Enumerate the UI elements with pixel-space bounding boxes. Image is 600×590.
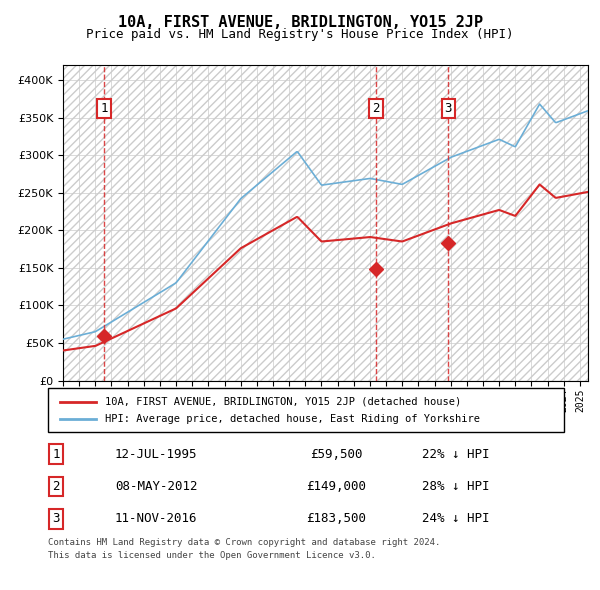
Text: 10A, FIRST AVENUE, BRIDLINGTON, YO15 2JP (detached house): 10A, FIRST AVENUE, BRIDLINGTON, YO15 2JP…	[105, 397, 461, 407]
Text: 24% ↓ HPI: 24% ↓ HPI	[422, 512, 490, 526]
Text: 3: 3	[52, 512, 59, 526]
Text: £183,500: £183,500	[306, 512, 366, 526]
Text: 1: 1	[100, 102, 107, 115]
Text: Price paid vs. HM Land Registry's House Price Index (HPI): Price paid vs. HM Land Registry's House …	[86, 28, 514, 41]
Text: 2: 2	[372, 102, 379, 115]
Text: 10A, FIRST AVENUE, BRIDLINGTON, YO15 2JP: 10A, FIRST AVENUE, BRIDLINGTON, YO15 2JP	[118, 15, 482, 30]
Text: 22% ↓ HPI: 22% ↓ HPI	[422, 447, 490, 461]
Text: HPI: Average price, detached house, East Riding of Yorkshire: HPI: Average price, detached house, East…	[105, 415, 480, 424]
Text: £149,000: £149,000	[306, 480, 366, 493]
Text: 08-MAY-2012: 08-MAY-2012	[115, 480, 197, 493]
Text: 11-NOV-2016: 11-NOV-2016	[115, 512, 197, 526]
Text: 28% ↓ HPI: 28% ↓ HPI	[422, 480, 490, 493]
Text: 1: 1	[52, 447, 59, 461]
Text: This data is licensed under the Open Government Licence v3.0.: This data is licensed under the Open Gov…	[48, 551, 376, 560]
Text: 12-JUL-1995: 12-JUL-1995	[115, 447, 197, 461]
Text: 2: 2	[52, 480, 59, 493]
Text: 3: 3	[445, 102, 452, 115]
Text: £59,500: £59,500	[310, 447, 362, 461]
Text: Contains HM Land Registry data © Crown copyright and database right 2024.: Contains HM Land Registry data © Crown c…	[48, 538, 440, 547]
